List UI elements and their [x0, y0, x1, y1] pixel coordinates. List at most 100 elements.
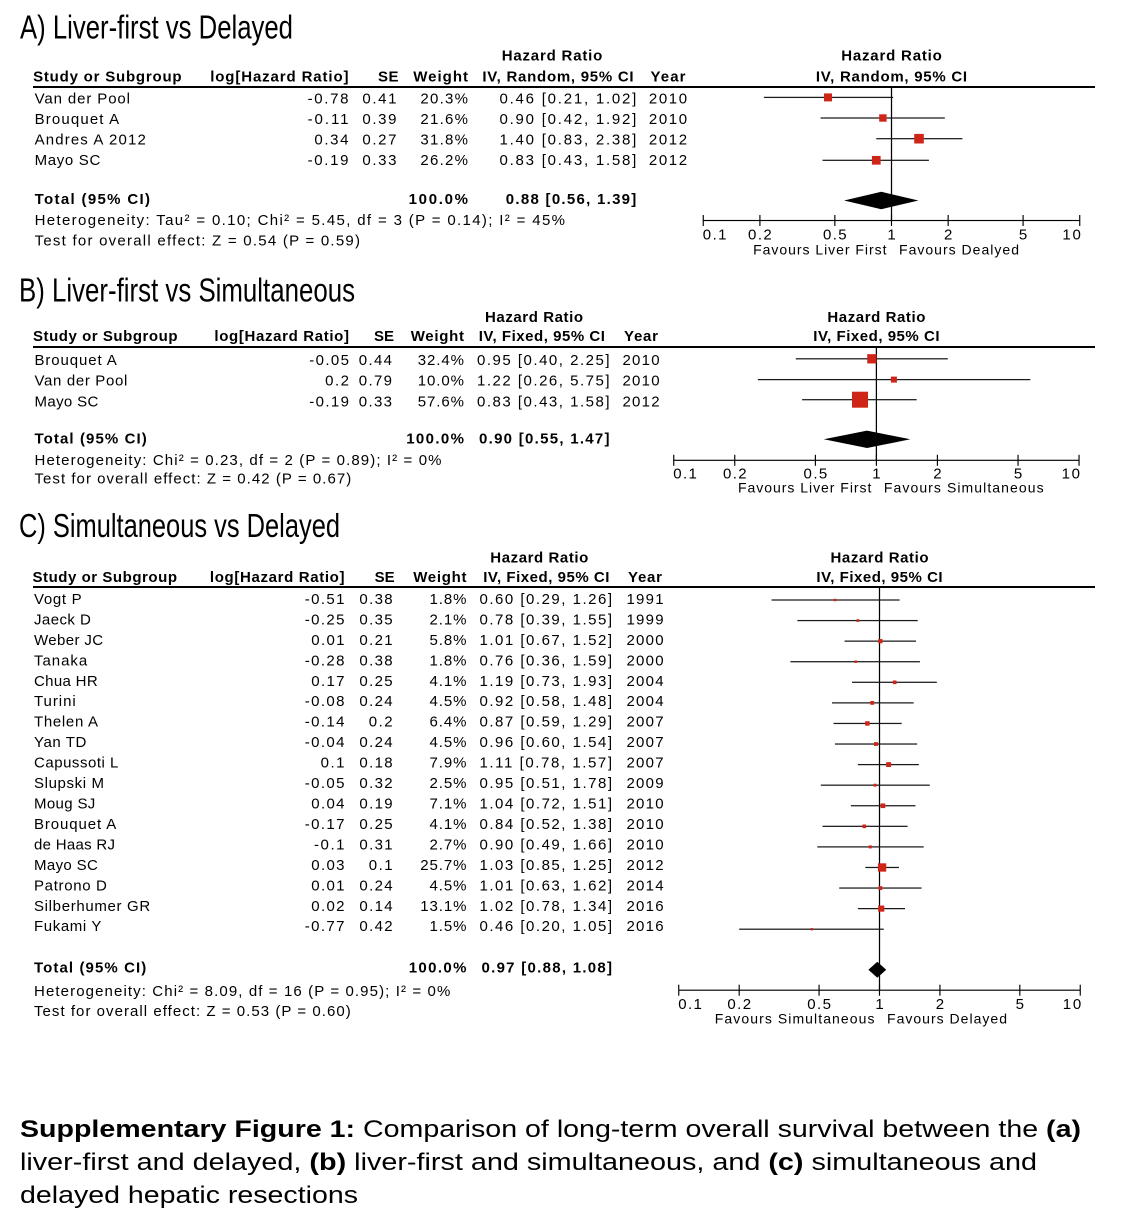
svg-text:IV, Fixed, 95% CI: IV, Fixed, 95% CI [483, 569, 609, 586]
svg-text:0.01: 0.01 [311, 632, 344, 649]
svg-text:Hazard Ratio: Hazard Ratio [490, 549, 588, 566]
svg-text:Fukami Y: Fukami Y [34, 918, 101, 935]
svg-text:0.38: 0.38 [359, 591, 392, 608]
svg-text:Test for overall effect: Z = 0: Test for overall effect: Z = 0.54 (P = 0… [35, 232, 360, 249]
svg-text:0.1: 0.1 [703, 227, 727, 244]
svg-text:Hazard Ratio: Hazard Ratio [485, 309, 583, 326]
svg-text:Moug SJ: Moug SJ [34, 796, 95, 813]
svg-text:Heterogeneity: Chi² = 0.23, df: Heterogeneity: Chi² = 0.23, df = 2 (P = … [35, 452, 442, 469]
svg-text:13.1%: 13.1% [420, 898, 466, 915]
svg-text:Hazard Ratio: Hazard Ratio [841, 47, 942, 64]
svg-text:2016: 2016 [626, 918, 663, 935]
svg-text:0.96 [0.60, 1.54]: 0.96 [0.60, 1.54] [480, 734, 613, 751]
svg-text:1.04 [0.72, 1.51]: 1.04 [0.72, 1.51] [480, 796, 613, 813]
svg-text:Tanaka: Tanaka [34, 652, 88, 669]
svg-text:Yan TD: Yan TD [34, 734, 87, 751]
svg-text:-0.05: -0.05 [305, 775, 345, 792]
svg-text:0.1: 0.1 [369, 857, 393, 874]
svg-text:0.79: 0.79 [359, 373, 392, 390]
svg-text:-0.77: -0.77 [305, 918, 345, 935]
svg-text:log[Hazard Ratio]: log[Hazard Ratio] [210, 68, 348, 85]
svg-text:2010: 2010 [626, 796, 663, 813]
svg-text:0.76 [0.36, 1.59]: 0.76 [0.36, 1.59] [480, 652, 613, 669]
svg-text:2010: 2010 [622, 373, 659, 390]
svg-text:log[Hazard Ratio]: log[Hazard Ratio] [214, 328, 349, 345]
svg-text:0.21: 0.21 [359, 632, 392, 649]
svg-text:Andres A 2012: Andres A 2012 [35, 132, 146, 149]
svg-text:25.7%: 25.7% [420, 857, 466, 874]
svg-text:0.27: 0.27 [362, 132, 396, 149]
svg-text:2.1%: 2.1% [430, 612, 467, 629]
svg-text:4.5%: 4.5% [430, 877, 467, 894]
svg-text:-0.78: -0.78 [308, 91, 349, 108]
svg-text:1.01 [0.67, 1.52]: 1.01 [0.67, 1.52] [480, 632, 613, 649]
svg-text:0.46 [0.20, 1.05]: 0.46 [0.20, 1.05] [480, 918, 613, 935]
svg-text:10: 10 [1062, 466, 1080, 483]
svg-text:Hazard Ratio: Hazard Ratio [827, 309, 925, 326]
svg-text:Year: Year [628, 569, 662, 586]
svg-text:0.35: 0.35 [359, 612, 392, 629]
svg-text:0.90 [0.42, 1.92]: 0.90 [0.42, 1.92] [500, 111, 637, 128]
svg-text:0.95 [0.51, 1.78]: 0.95 [0.51, 1.78] [480, 775, 613, 792]
svg-text:-0.04: -0.04 [305, 734, 345, 751]
svg-text:1.11 [0.78, 1.57]: 1.11 [0.78, 1.57] [480, 755, 613, 772]
svg-text:1: 1 [887, 227, 895, 244]
svg-text:0.02: 0.02 [311, 898, 344, 915]
svg-text:Brouquet A: Brouquet A [34, 816, 116, 833]
svg-text:Brouquet A: Brouquet A [35, 111, 120, 128]
svg-text:0.39: 0.39 [362, 111, 396, 128]
svg-text:Total (95% CI): Total (95% CI) [34, 959, 146, 976]
svg-text:0.33: 0.33 [359, 393, 392, 410]
svg-text:-0.28: -0.28 [305, 652, 345, 669]
svg-text:Silberhumer GR: Silberhumer GR [34, 898, 150, 915]
svg-text:2000: 2000 [626, 632, 663, 649]
svg-text:Chua HR: Chua HR [34, 673, 98, 690]
svg-text:1999: 1999 [626, 612, 663, 629]
svg-text:7.1%: 7.1% [430, 796, 467, 813]
svg-text:4.1%: 4.1% [430, 816, 467, 833]
svg-text:SE: SE [374, 328, 394, 345]
svg-text:0.42: 0.42 [359, 918, 392, 935]
svg-text:Mayo SC: Mayo SC [35, 393, 99, 410]
svg-text:Favours Delayed: Favours Delayed [887, 1011, 1007, 1027]
svg-text:1.03 [0.85, 1.25]: 1.03 [0.85, 1.25] [480, 857, 613, 874]
svg-text:Jaeck D: Jaeck D [34, 612, 91, 629]
svg-text:2: 2 [936, 996, 944, 1013]
svg-text:0.2: 0.2 [369, 714, 393, 731]
svg-text:2010: 2010 [622, 352, 659, 369]
svg-text:100.0%: 100.0% [409, 959, 467, 976]
svg-text:2007: 2007 [626, 734, 663, 751]
svg-text:0.04: 0.04 [311, 796, 344, 813]
svg-text:Weight: Weight [413, 569, 466, 586]
svg-text:32.4%: 32.4% [418, 352, 464, 369]
svg-text:A) Liver-first vs Delayed: A) Liver-first vs Delayed [20, 9, 293, 46]
svg-text:100.0%: 100.0% [406, 431, 464, 448]
svg-text:Favours Liver First: Favours Liver First [753, 242, 887, 258]
svg-text:0.24: 0.24 [359, 877, 392, 894]
svg-text:21.6%: 21.6% [420, 111, 468, 128]
svg-text:0.2: 0.2 [727, 996, 751, 1013]
svg-text:Total (95% CI): Total (95% CI) [35, 191, 150, 208]
svg-text:0.2: 0.2 [325, 373, 349, 390]
svg-text:Brouquet A: Brouquet A [35, 352, 117, 369]
svg-text:0.90 [0.49, 1.66]: 0.90 [0.49, 1.66] [480, 836, 613, 853]
svg-text:Thelen A: Thelen A [34, 714, 98, 731]
svg-text:Year: Year [651, 68, 686, 85]
svg-text:1.8%: 1.8% [430, 591, 467, 608]
svg-text:Study or Subgroup: Study or Subgroup [33, 328, 178, 345]
svg-text:Van der Pool: Van der Pool [35, 373, 128, 390]
svg-text:-0.19: -0.19 [308, 152, 349, 169]
svg-text:-0.11: -0.11 [308, 111, 349, 128]
svg-text:Capussoti L: Capussoti L [34, 755, 118, 772]
svg-text:10.0%: 10.0% [418, 373, 464, 390]
svg-text:Patrono D: Patrono D [34, 877, 107, 894]
svg-text:1.02 [0.78, 1.34]: 1.02 [0.78, 1.34] [480, 898, 613, 915]
svg-text:Study or Subgroup: Study or Subgroup [33, 569, 178, 586]
svg-text:5: 5 [1019, 227, 1027, 244]
svg-text:-0.51: -0.51 [305, 591, 345, 608]
svg-text:-0.14: -0.14 [305, 714, 345, 731]
svg-text:Favours Liver First: Favours Liver First [738, 479, 872, 495]
svg-text:0.41: 0.41 [362, 91, 396, 108]
svg-text:Mayo SC: Mayo SC [34, 857, 98, 874]
svg-text:1.19 [0.73, 1.93]: 1.19 [0.73, 1.93] [480, 673, 613, 690]
